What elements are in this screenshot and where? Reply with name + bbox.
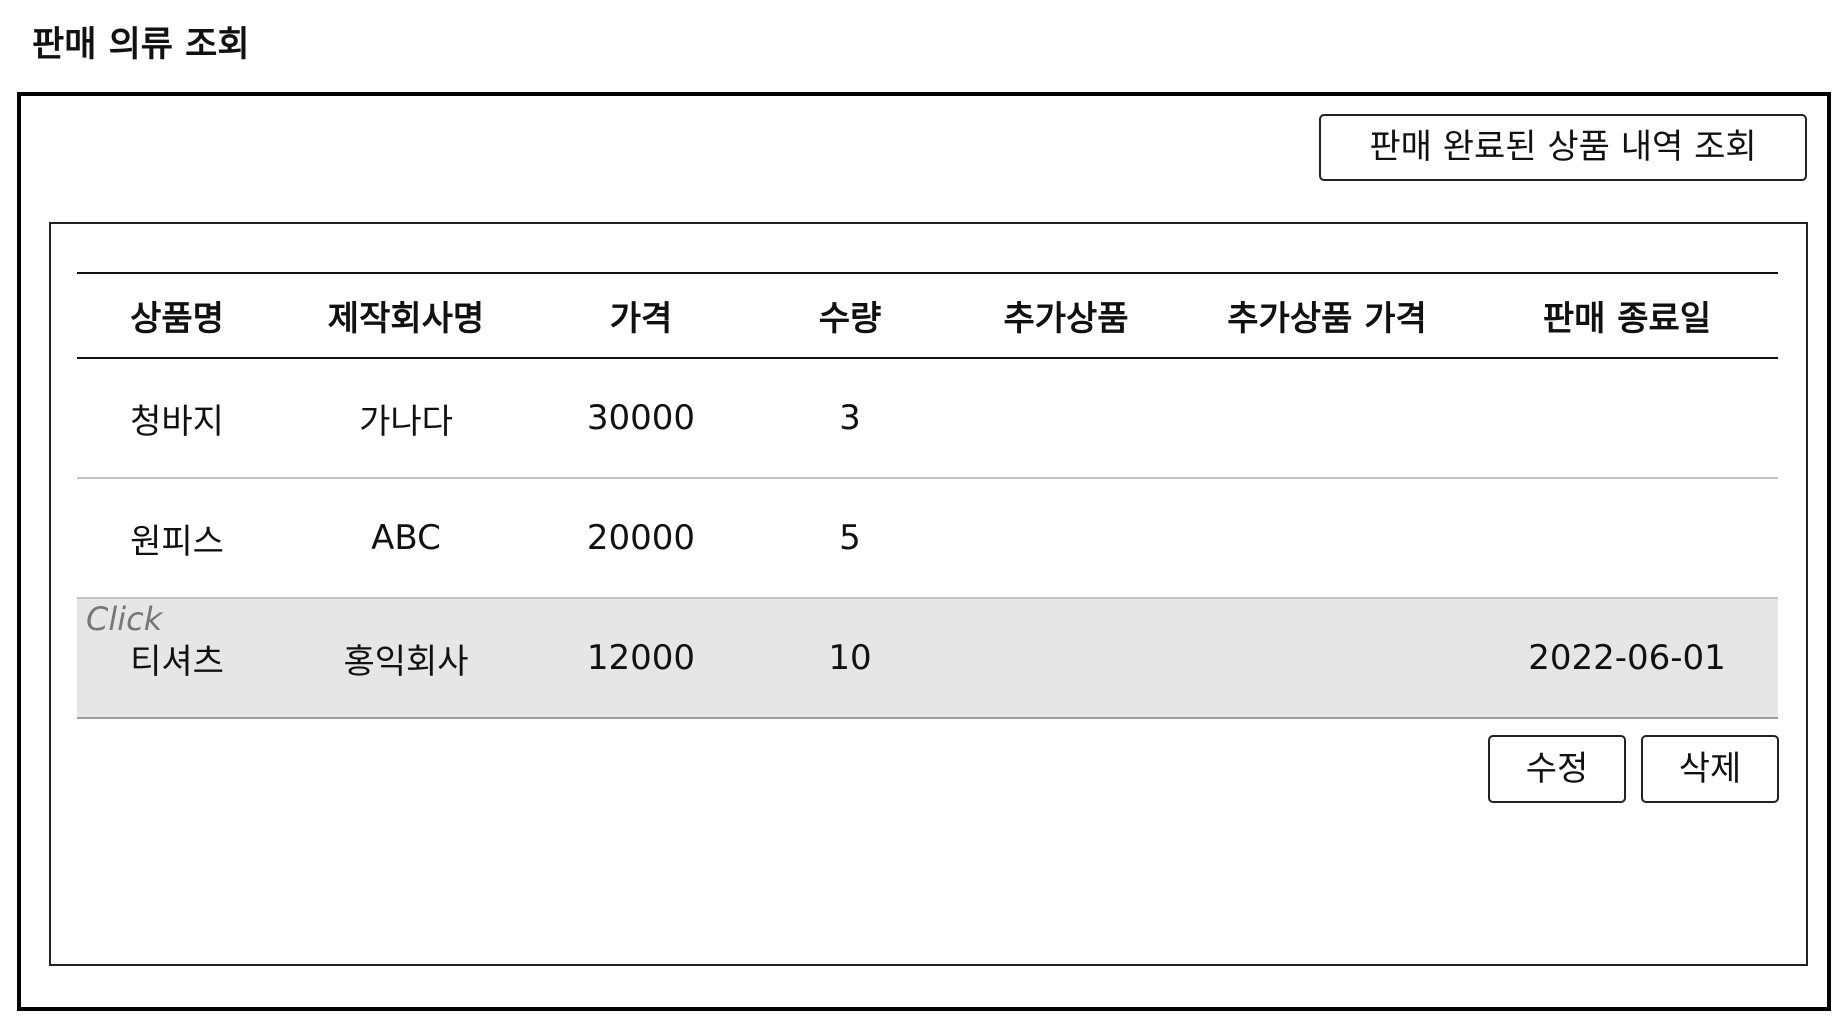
table-row-selected[interactable]: Click 티셔츠 홍익회사 12000 10 2022-06-01 xyxy=(77,599,1778,719)
cell-maker: ABC xyxy=(371,518,441,558)
column-header-quantity[interactable]: 수량 xyxy=(818,299,882,339)
sales-table: 상품명 제작회사명 가격 수량 추가상품 추가상품 가격 판매 종료일 청바지 … xyxy=(77,272,1778,719)
cell-product-name: 원피스 xyxy=(130,521,224,562)
cell-extra-price xyxy=(1197,359,1457,477)
column-header-extra-price[interactable]: 추가상품 가격 xyxy=(1227,299,1427,339)
edit-button[interactable]: 수정 xyxy=(1488,735,1626,803)
table-row[interactable]: 청바지 가나다 30000 3 xyxy=(77,359,1778,479)
click-hint: Click xyxy=(86,600,163,638)
column-header-end-date[interactable]: 판매 종료일 xyxy=(1542,299,1712,339)
cell-end-date xyxy=(1507,479,1747,597)
column-header-maker[interactable]: 제작회사명 xyxy=(327,299,485,339)
column-header-extra-product[interactable]: 추가상품 xyxy=(1003,299,1129,339)
column-header-product-name[interactable]: 상품명 xyxy=(130,299,224,339)
main-window-frame xyxy=(17,92,1831,1011)
column-header-price[interactable]: 가격 xyxy=(609,299,673,339)
cell-product-name: 티셔츠 xyxy=(130,641,224,682)
table-row[interactable]: 원피스 ABC 20000 5 xyxy=(77,479,1778,599)
cell-end-date: 2022-06-01 xyxy=(1528,638,1726,678)
cell-quantity: 3 xyxy=(839,398,861,438)
delete-button[interactable]: 삭제 xyxy=(1641,735,1779,803)
cell-quantity: 10 xyxy=(828,638,872,678)
cell-price: 12000 xyxy=(586,638,696,678)
cell-extra-product xyxy=(966,479,1166,597)
table-header: 상품명 제작회사명 가격 수량 추가상품 추가상품 가격 판매 종료일 xyxy=(77,272,1778,359)
cell-maker: 가나다 xyxy=(359,401,453,442)
table-panel xyxy=(49,222,1808,966)
cell-price: 30000 xyxy=(586,398,696,438)
cell-product-name: 청바지 xyxy=(130,401,224,442)
cell-extra-price xyxy=(1197,599,1457,717)
cell-extra-price xyxy=(1197,479,1457,597)
cell-price: 20000 xyxy=(586,518,696,558)
cell-extra-product xyxy=(966,359,1166,477)
cell-extra-product xyxy=(966,599,1166,717)
cell-quantity: 5 xyxy=(839,518,861,558)
cell-maker: 홍익회사 xyxy=(343,641,469,682)
cell-end-date xyxy=(1507,359,1747,477)
page-title: 판매 의류 조회 xyxy=(32,25,250,65)
sold-history-button[interactable]: 판매 완료된 상품 내역 조회 xyxy=(1319,114,1807,181)
